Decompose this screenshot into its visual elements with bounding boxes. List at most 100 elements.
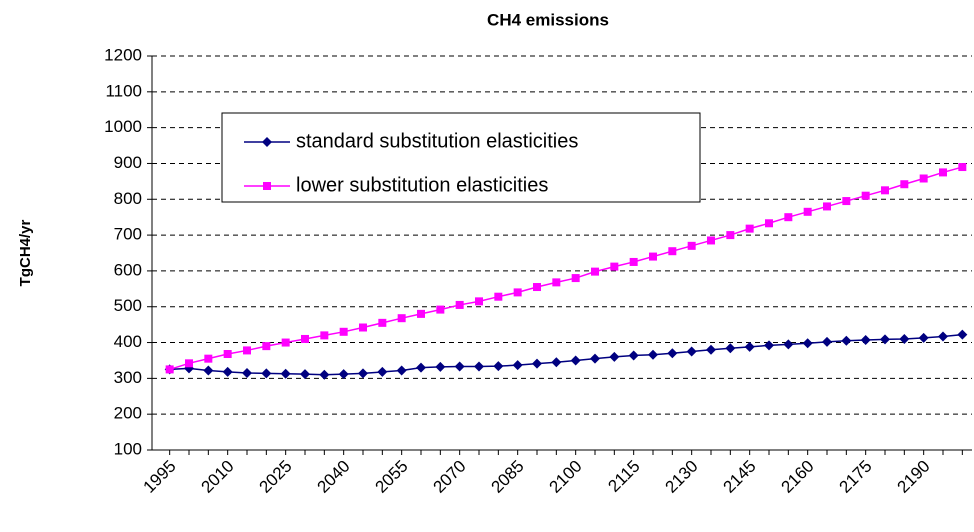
legend-label: standard substitution elasticities [296,130,578,152]
data-point [436,305,445,314]
data-point [919,174,928,183]
x-tick-label: 1995 [139,457,179,497]
x-tick-label: 2085 [487,457,527,497]
data-point [706,344,716,355]
data-point [223,350,232,359]
x-tick-label: 2145 [719,457,759,497]
legend-marker [262,137,272,147]
data-point [551,357,562,368]
data-point [512,360,523,371]
data-point [667,348,678,359]
y-tick-label: 300 [114,368,142,387]
data-point [185,359,193,368]
data-point [396,365,407,376]
data-point [784,213,793,222]
data-point [320,331,329,340]
data-point [358,368,368,379]
data-point [648,349,658,360]
x-tick-label: 2130 [661,457,701,497]
data-point [513,288,522,297]
data-point [744,341,755,352]
y-tick-label: 800 [114,189,142,208]
data-point [842,197,851,206]
y-tick-label: 1200 [104,45,142,64]
data-point [958,163,967,172]
data-point [726,231,735,240]
x-tick-label: 2100 [545,457,585,497]
data-point [261,368,272,379]
data-point [765,219,773,228]
data-point [707,236,715,245]
data-point [222,366,233,377]
data-point [280,368,291,379]
data-point [532,358,542,369]
data-point [649,252,657,261]
x-tick-label: 2160 [777,457,817,497]
x-tick-label: 2010 [197,457,237,497]
x-tick-label: 2040 [313,457,353,497]
data-point [378,318,387,327]
x-tick-label: 2190 [893,457,933,497]
data-point [609,351,620,362]
data-point [416,362,426,373]
y-tick-label: 900 [114,153,142,172]
legend-box [221,112,701,203]
data-point [899,333,910,344]
x-tick-label: 2115 [604,457,643,496]
data-point [338,369,349,380]
data-point [822,336,832,347]
data-point [725,343,736,354]
data-point [474,361,484,372]
y-tick-label: 1100 [105,81,142,100]
data-point [165,365,174,374]
data-point [823,202,831,211]
data-point [881,186,889,195]
data-point [629,257,638,266]
data-point [300,369,310,380]
data-point [455,300,464,309]
data-point [339,327,348,336]
data-point [861,191,870,200]
data-point [938,331,948,342]
data-point [570,355,581,366]
data-point [860,335,871,346]
data-point [939,168,947,177]
data-point [628,350,639,361]
data-point [493,361,504,372]
data-point [533,283,541,292]
data-point [900,180,909,189]
x-tick-label: 2175 [835,457,875,497]
y-tick-label: 700 [114,225,142,244]
y-tick-label: 600 [114,260,142,279]
data-point [359,323,367,332]
data-point [417,309,425,318]
data-point [571,274,580,283]
data-point [841,335,852,346]
legend-label: lower substitution elasticities [296,174,548,196]
data-point [301,334,309,343]
y-tick-label: 100 [114,439,142,458]
data-point [262,342,271,351]
data-point [319,369,330,380]
data-point [281,338,290,347]
data-point [880,334,890,345]
data-point [918,332,929,343]
data-point [686,346,697,357]
data-point [803,207,812,216]
data-point [591,267,599,276]
data-point [435,361,446,372]
y-tick-label: 200 [114,404,142,423]
data-point [242,367,252,378]
data-point [243,346,251,355]
data-point [590,353,600,364]
y-tick-label: 500 [114,296,142,315]
data-point [552,278,561,287]
legend-marker [263,182,271,190]
data-point [957,329,968,340]
data-point [783,339,794,350]
chart-title: CH4 emissions [487,10,609,29]
data-point [802,338,813,349]
data-point [397,314,406,323]
data-point [203,365,214,376]
